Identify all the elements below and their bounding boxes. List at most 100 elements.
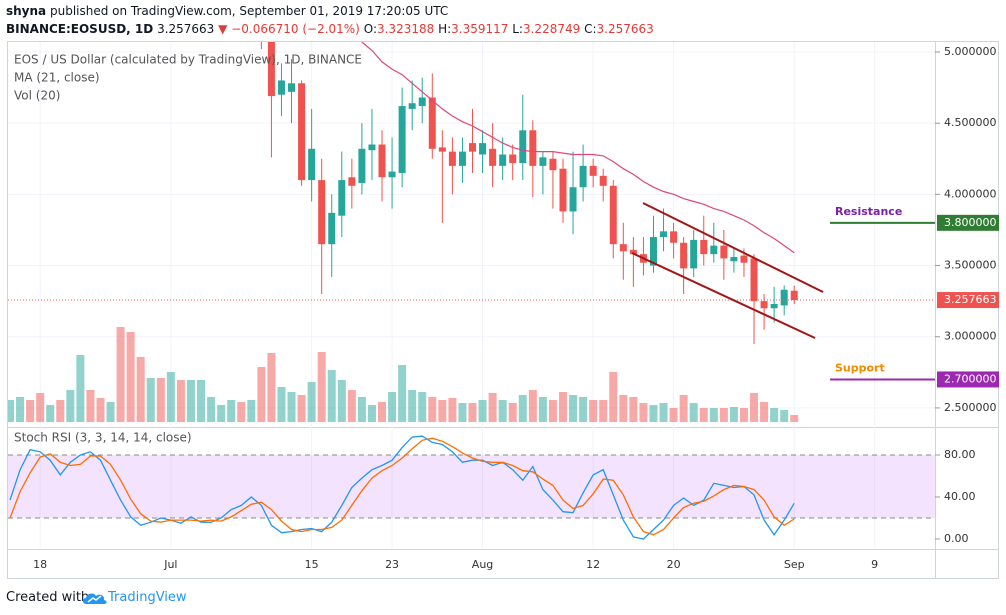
o-label: O: (363, 22, 377, 36)
frame (7, 41, 999, 579)
volume-bar (649, 405, 658, 422)
volume-bar (267, 353, 276, 422)
volume-bar (16, 397, 25, 422)
y-tick-label: 3.000000 (944, 330, 997, 343)
candle-body (750, 258, 758, 302)
volume-bar (116, 327, 125, 422)
volume-bar (166, 372, 175, 422)
candle-body (408, 103, 416, 109)
volume-bar (528, 390, 537, 422)
volume-bar (599, 400, 608, 422)
volume-bar (669, 408, 678, 422)
volume-bar (770, 408, 779, 422)
volume-bar (96, 398, 105, 422)
volume-bar (287, 392, 296, 422)
candle-body (288, 83, 296, 92)
candle-body (529, 130, 537, 166)
volume-bar (317, 352, 326, 422)
volume-bar (176, 380, 185, 422)
candle-body (378, 144, 386, 178)
candle-body (348, 177, 356, 186)
level-box (937, 371, 999, 388)
candle-body (328, 212, 336, 245)
x-tick-label: Sep (784, 558, 805, 571)
volume-bar (619, 395, 628, 422)
candle-body (318, 180, 326, 245)
candle-body (509, 154, 517, 164)
volume-bar (579, 397, 588, 422)
candle-body (469, 143, 476, 152)
candle-body (680, 242, 688, 269)
x-tick-label: Jul (163, 558, 177, 571)
candle-body (579, 165, 587, 188)
last: 3.257663 (157, 22, 215, 36)
candle-body (368, 144, 376, 151)
symbol: BINANCE:EOSUSD, 1D (6, 22, 154, 36)
candle-body (559, 168, 567, 212)
x-tick-label: 15 (305, 558, 319, 571)
volume-bar (186, 380, 195, 422)
volume-bar (790, 415, 799, 422)
footer-prefix: Created with (6, 590, 90, 605)
volume-bar (136, 357, 145, 422)
axes: 18 Jul 15 23 Aug 12 20 Sep 9 5.000000 4.500000 4.00… (33, 45, 999, 571)
volume-bar (750, 393, 759, 422)
volume-bar (760, 402, 769, 422)
candle-body (740, 255, 748, 263)
candle-body (438, 147, 446, 152)
y-tick-label: 80.00 (944, 448, 976, 461)
h-value: 3.359117 (451, 22, 509, 36)
candle-body (569, 187, 577, 212)
candle-body (790, 290, 798, 301)
channel-lower (631, 252, 816, 339)
stoch-line (9, 437, 795, 536)
volume-bar (247, 400, 256, 422)
candle-body (489, 148, 497, 166)
volume-bar (689, 403, 698, 422)
volume-bar (408, 390, 417, 422)
volume-bar (699, 408, 708, 422)
x-tick-label: 12 (586, 558, 600, 571)
volume-bar (156, 378, 165, 422)
volume-bar (106, 402, 115, 422)
candle-body (298, 83, 306, 181)
volume-bar (227, 400, 236, 422)
volume-bar (217, 405, 226, 422)
volume-bar (468, 403, 477, 422)
candle-body (760, 301, 768, 309)
candle-body (539, 157, 547, 166)
l-label: L: (512, 22, 523, 36)
candle-body (690, 239, 698, 269)
candle-body (599, 175, 607, 186)
volume-bar (448, 398, 457, 422)
volume-bar (66, 390, 75, 422)
volume-bar (739, 408, 748, 422)
volume-bar (86, 390, 95, 422)
candle-body (479, 143, 487, 155)
candle-body (670, 231, 678, 243)
volume-bar (26, 400, 35, 422)
candle-body (649, 237, 657, 266)
price-legend: EOS / US Dollar (calculated by TradingVi… (14, 53, 362, 67)
vol-legend: Vol (20) (14, 89, 60, 103)
quote-line: BINANCE:EOSUSD, 1D 3.257663 ▼ −0.066710 … (6, 22, 654, 36)
volume-bar (659, 403, 668, 422)
candle-body (770, 303, 778, 309)
candle-body (609, 185, 617, 245)
volume-bar (548, 400, 557, 422)
candle-body (619, 244, 627, 252)
candle-body (338, 180, 346, 216)
volume-bar (56, 400, 65, 422)
y-tick-label: 4.000000 (944, 187, 997, 200)
volume-bar (297, 395, 306, 422)
volume-bar (478, 400, 487, 422)
author: shyna (6, 4, 47, 18)
candle-body (720, 245, 728, 259)
level-name: Resistance (835, 205, 902, 218)
stoch-band (8, 454, 935, 518)
stoch-line (9, 435, 795, 540)
y-tick-label: 2.500000 (944, 401, 997, 414)
volume-bar (458, 403, 467, 422)
